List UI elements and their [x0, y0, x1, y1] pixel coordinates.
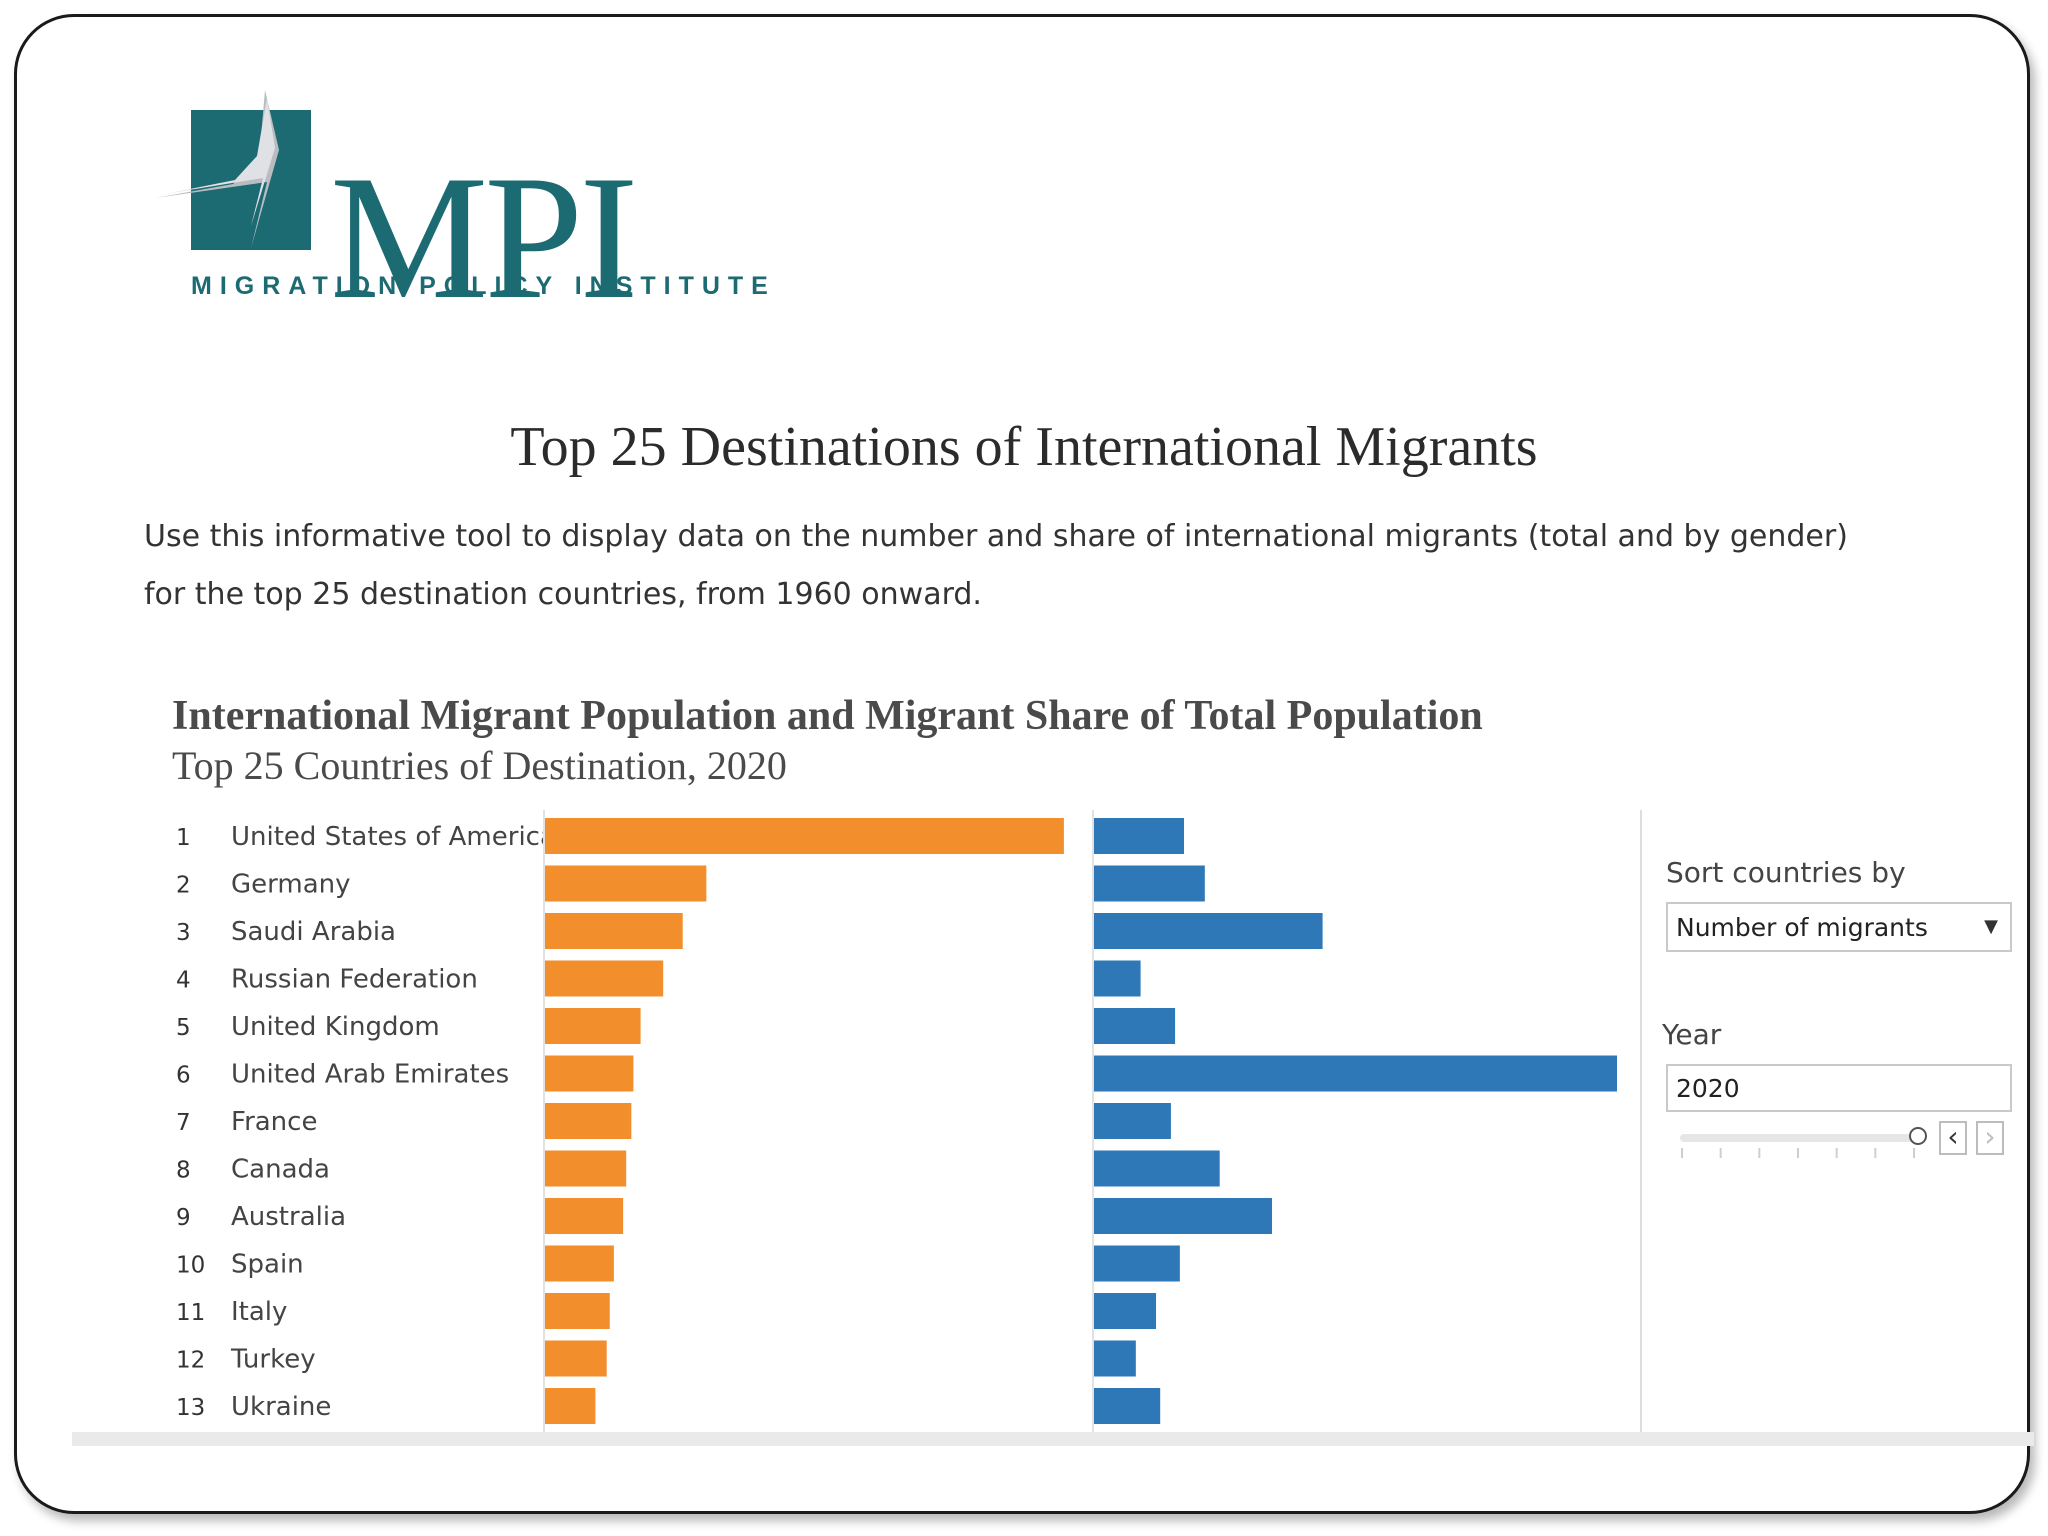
dropdown-arrow-icon: ▼ [1984, 916, 1998, 937]
country-label: Russian Federation [231, 965, 478, 995]
year-slider-ticks [1681, 1148, 1915, 1158]
year-slider-handle[interactable] [1909, 1127, 1927, 1145]
slide-frame [14, 14, 2030, 1514]
intro-paragraph: Use this informative tool to display dat… [144, 519, 1848, 612]
chevron-left-icon: ‹ [1947, 1120, 1959, 1153]
migrant-count-bar [544, 1103, 632, 1139]
migrant-share-bar [1093, 1388, 1161, 1424]
country-label: Spain [231, 1250, 304, 1280]
country-label: Italy [231, 1297, 287, 1327]
rank-label: 5 [176, 1015, 191, 1041]
migrant-share-bar [1093, 1008, 1176, 1044]
logo-subtitle: MIGRATION POLICY INSTITUTE [191, 272, 776, 300]
migrant-share-bar [1093, 1245, 1180, 1282]
country-label: Saudi Arabia [231, 917, 396, 947]
migrant-share-bar [1093, 1293, 1157, 1329]
country-label: Australia [231, 1202, 346, 1232]
migrant-share-bar [1093, 913, 1323, 949]
migrant-count-bar [544, 1388, 596, 1424]
rank-label: 1 [176, 825, 191, 851]
rank-label: 6 [176, 1063, 191, 1089]
year-input[interactable]: 2020 [1666, 1064, 2012, 1112]
rank-label: 8 [176, 1158, 191, 1184]
year-slider-track[interactable] [1680, 1134, 1916, 1142]
country-label: United States of America [231, 822, 556, 852]
migrant-share-bar [1093, 960, 1141, 997]
logo-mark-text: MPI [330, 138, 639, 336]
year-label: Year [1662, 1018, 1722, 1051]
country-label: United Kingdom [231, 1012, 440, 1042]
migrant-share-bar [1093, 1055, 1617, 1092]
rank-label: 2 [176, 873, 191, 899]
migrant-count-bar [544, 818, 1064, 854]
rank-label: 13 [176, 1395, 205, 1421]
page-title: Top 25 Destinations of International Mig… [510, 416, 1538, 478]
country-label: Canada [231, 1155, 330, 1185]
migrant-share-bar [1093, 865, 1205, 902]
rank-label: 3 [176, 920, 191, 946]
year-next-button[interactable]: › [1976, 1121, 2004, 1155]
sort-dropdown[interactable]: Number of migrants ▼ [1666, 902, 2012, 952]
migrant-share-bar [1093, 1150, 1220, 1187]
country-label: Ukraine [231, 1392, 331, 1422]
migrant-count-bar [544, 1150, 627, 1187]
country-label: Turkey [230, 1345, 316, 1375]
migrant-count-bar [544, 913, 683, 949]
country-label: United Arab Emirates [231, 1060, 509, 1090]
rank-label: 7 [176, 1110, 191, 1136]
migrant-count-bar [544, 1293, 610, 1329]
chart-scroll-edge [72, 1432, 2034, 1446]
migrant-share-bar [1093, 1103, 1171, 1139]
chart-subtitle: Top 25 Countries of Destination, 2020 [172, 743, 787, 788]
sort-label: Sort countries by [1666, 856, 1906, 889]
mpi-logo: MPI MIGRATION POLICY INSTITUTE [155, 90, 768, 326]
migrant-count-bar [544, 960, 664, 997]
migrant-count-bar [544, 1245, 614, 1282]
country-label: Germany [231, 870, 351, 900]
migrant-share-bar [1093, 818, 1185, 854]
logo-silver-arrow-highlight [165, 98, 275, 226]
rank-label: 9 [176, 1205, 191, 1231]
migrant-count-bar [544, 865, 707, 902]
migrant-bar-chart: 1 United States of America 2 Germany 3 Saudi … [176, 810, 1642, 1432]
migrant-count-bar [544, 1008, 641, 1044]
chart-rows: 1 United States of America 2 Germany 3 Saudi … [176, 810, 1617, 1432]
migrant-count-bar [544, 1055, 634, 1092]
rank-label: 4 [176, 968, 191, 994]
migrant-count-bar [544, 1198, 624, 1234]
rank-label: 10 [176, 1253, 205, 1279]
migrant-share-bar [1093, 1340, 1136, 1377]
year-prev-button[interactable]: ‹ [1939, 1121, 1967, 1155]
rank-label: 11 [176, 1300, 205, 1326]
country-label: France [231, 1107, 317, 1137]
chevron-right-icon: › [1984, 1120, 1996, 1153]
migrant-count-bar [544, 1340, 607, 1377]
sort-dropdown-value: Number of migrants [1676, 913, 1928, 942]
migrant-share-bar [1093, 1198, 1273, 1234]
rank-label: 12 [176, 1348, 205, 1374]
chart-title: International Migrant Population and Mig… [172, 693, 1483, 739]
logo-emblem-icon [155, 90, 311, 250]
